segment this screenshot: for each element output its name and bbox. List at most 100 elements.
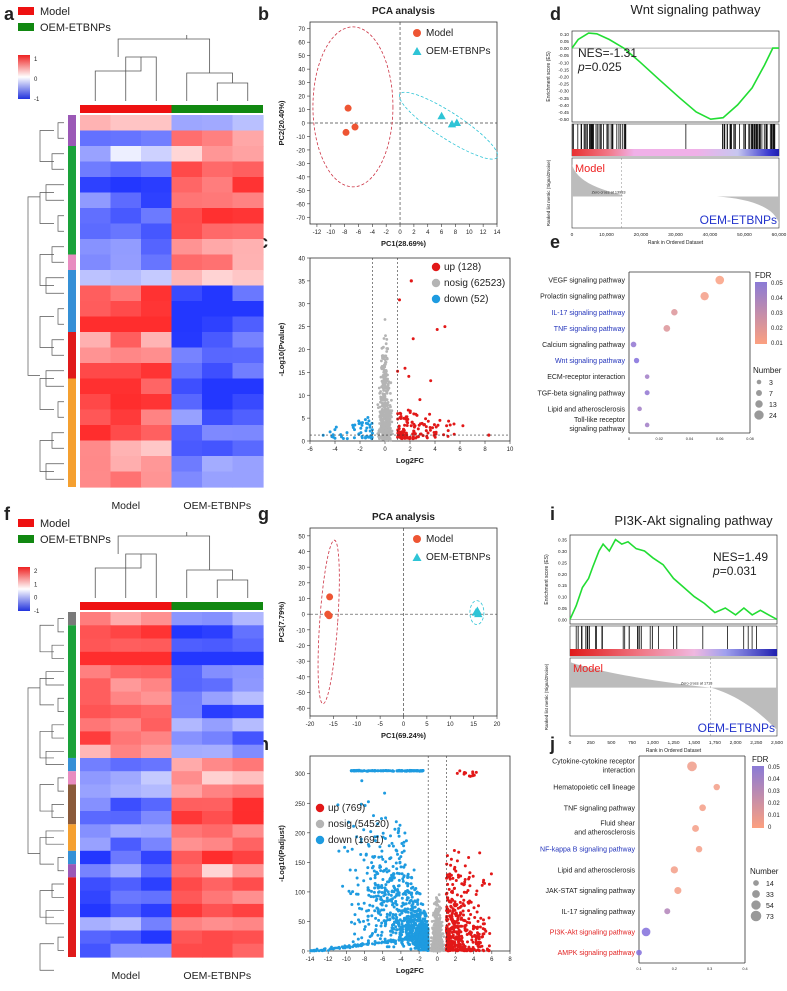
volcano-point: [467, 902, 470, 905]
volcano-point: [445, 930, 448, 933]
volcano-point: [381, 904, 384, 907]
volcano-point: [477, 944, 480, 947]
volcano-point: [439, 934, 442, 937]
volcano-point: [476, 926, 479, 929]
p-value: p=0.031: [712, 564, 757, 578]
volcano-point: [395, 867, 398, 870]
heatmap-cell: [80, 864, 111, 878]
volcano-point: [477, 920, 480, 923]
volcano-point: [404, 367, 407, 370]
volcano-point: [385, 372, 388, 375]
heatmap-cell: [172, 379, 203, 395]
volcano-point: [410, 769, 413, 772]
volcano-point: [346, 437, 349, 440]
heatmap-cell: [111, 944, 142, 958]
y-tick-label: 5: [302, 417, 306, 423]
heatmap-cell: [141, 731, 172, 745]
volcano-point: [386, 415, 389, 418]
volcano-point: [477, 941, 480, 944]
volcano-point: [417, 920, 420, 923]
heatmap-cell: [233, 745, 264, 759]
volcano-point: [406, 907, 409, 910]
heatmap-f: ModelOEM-ETBNPs210-1Model OEM-ETBNPs: [18, 518, 264, 982]
heatmap-cell: [141, 332, 172, 348]
volcano-point: [384, 883, 387, 886]
heatmap-cell: [172, 665, 203, 679]
heatmap-cell: [80, 301, 111, 317]
volcano-point: [392, 913, 395, 916]
heatmap-cell: [80, 270, 111, 286]
volcano-point: [405, 931, 408, 934]
volcano-point: [412, 435, 415, 438]
es-y-tick: -0.50: [559, 117, 570, 122]
y-tick-label: 50: [298, 920, 305, 926]
volcano-point: [387, 893, 390, 896]
volcano-point: [407, 943, 410, 946]
volcano-point: [385, 338, 388, 341]
volcano-point: [370, 934, 373, 937]
heatmap-cell: [80, 798, 111, 812]
heatmap-cell: [111, 705, 142, 719]
es-y-tick: -0.15: [559, 67, 570, 72]
heatmap-cell: [111, 838, 142, 852]
volcano-point: [367, 923, 370, 926]
heatmap-cell: [111, 146, 142, 162]
volcano-point: [374, 883, 377, 886]
heatmap-cell: [202, 332, 233, 348]
volcano-point: [460, 882, 463, 885]
heatmap-cell: [80, 811, 111, 825]
heatmap-cell: [172, 917, 203, 931]
heatmap-cell: [202, 771, 233, 785]
y-tick-label: -10: [296, 628, 305, 634]
enrichment-bubble: [634, 358, 639, 363]
heatmap-cell: [80, 745, 111, 759]
volcano-point: [418, 938, 421, 941]
volcano-point: [401, 872, 404, 875]
volcano-point: [397, 885, 400, 888]
volcano-point: [371, 422, 374, 425]
volcano-point: [478, 938, 481, 941]
volcano-point: [488, 944, 491, 947]
heatmap-cell: [202, 811, 233, 825]
heatmap-cell: [111, 224, 142, 240]
volcano-point: [419, 892, 422, 895]
x-tick-label: -10: [326, 230, 335, 236]
volcano-point: [436, 909, 439, 912]
volcano-point: [364, 925, 367, 928]
volcano-point: [447, 420, 450, 423]
volcano-point: [367, 915, 370, 918]
pca-point-treated: [437, 112, 445, 120]
volcano-point: [386, 897, 389, 900]
heatmap-cell: [80, 363, 111, 379]
heatmap-cell: [80, 692, 111, 706]
volcano-point: [359, 427, 362, 430]
heatmap-cell: [172, 348, 203, 364]
volcano-point: [386, 392, 389, 395]
es-y-tick: 0.00: [558, 617, 567, 622]
zero-cross-label: Zero cross at 1713: [681, 682, 713, 686]
volcano-point: [445, 424, 448, 427]
chart-title: PI3K-Akt signaling pathway: [614, 513, 773, 528]
volcano-point: [375, 898, 378, 901]
volcano-point: [480, 945, 483, 948]
heatmap-cell: [111, 931, 142, 945]
volcano-point: [381, 931, 384, 934]
y-tick-label: -70: [296, 216, 305, 222]
volcano-point: [373, 887, 376, 890]
volcano-point: [379, 396, 382, 399]
volcano-point: [365, 770, 368, 773]
volcano-point: [433, 924, 436, 927]
volcano-point: [318, 949, 321, 952]
volcano-point: [453, 866, 456, 869]
volcano-point: [399, 855, 402, 858]
x-tick-label: 0.3: [707, 967, 712, 971]
colorbar-tick: -1: [34, 609, 40, 615]
panel-label-f: f: [4, 504, 11, 524]
pca-point-model: [352, 124, 359, 131]
volcano-point: [374, 942, 377, 945]
heatmap-cell: [80, 639, 111, 653]
volcano-point: [398, 913, 401, 916]
heatmap-cell: [172, 286, 203, 302]
es-y-tick: -0.20: [559, 75, 570, 80]
legend-label: up (128): [444, 262, 481, 273]
